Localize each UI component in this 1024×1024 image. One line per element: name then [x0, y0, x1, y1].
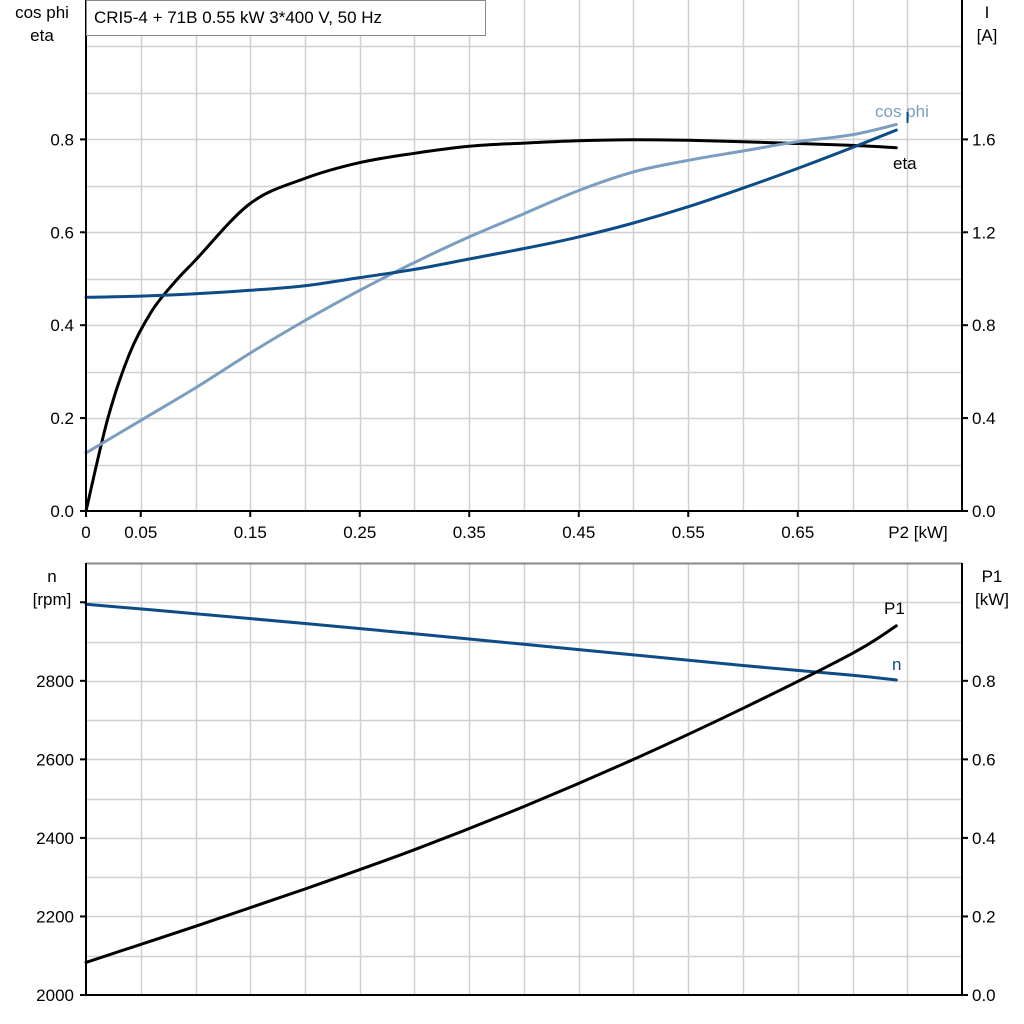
eta-curve-label: eta [893, 154, 917, 173]
right-y-tick-label: 0.4 [972, 409, 996, 428]
right-y-tick-label: 0.8 [972, 316, 996, 335]
bottom-left-axis-label-2: [rpm] [33, 590, 72, 609]
bottom-right-axis-label-1: P1 [982, 567, 1003, 586]
x-tick-label: 0.25 [343, 523, 376, 542]
x-tick-label: 0.15 [234, 523, 267, 542]
bottom-chart-grid [86, 563, 962, 995]
p1-curve-label: P1 [884, 599, 905, 618]
chart-title: CRI5-4 + 71B 0.55 kW 3*400 V, 50 Hz [94, 8, 382, 27]
left-y-tick-label: 0.6 [50, 223, 74, 242]
cos-phi-curve [84, 123, 898, 455]
top-right-axis-label-2: [A] [977, 26, 998, 45]
title-box [86, 0, 486, 36]
current-curve [84, 128, 898, 299]
x-tick-label: 0 [81, 523, 90, 542]
bottom-left-axis-label-1: n [47, 567, 56, 586]
n-curve-label: n [892, 655, 901, 674]
left-y-tick-label: 2600 [36, 750, 74, 769]
left-y-tick-label: 0.0 [50, 502, 74, 521]
right-y-tick-label: 0.4 [972, 829, 996, 848]
right-y-tick-label: 1.2 [972, 223, 996, 242]
right-y-tick-label: 0.0 [972, 502, 996, 521]
right-y-tick-label: 0.2 [972, 907, 996, 926]
eta-curve [84, 138, 898, 513]
bottom-right-axis-label-2: [kW] [975, 590, 1009, 609]
x-tick-label: 0.55 [672, 523, 705, 542]
right-y-tick-label: 0.6 [972, 750, 996, 769]
x-axis-label: P2 [kW] [888, 523, 948, 542]
right-y-tick-label: 1.6 [972, 130, 996, 149]
x-tick-label: 0.45 [562, 523, 595, 542]
left-y-tick-label: 0.8 [50, 130, 74, 149]
top-chart-grid [86, 0, 962, 511]
x-tick-label: 0.05 [124, 523, 157, 542]
axes [80, 0, 968, 996]
top-left-axis-label-2: eta [30, 26, 54, 45]
left-y-tick-label: 0.2 [50, 409, 74, 428]
left-y-tick-label: 0.4 [50, 316, 74, 335]
x-tick-label: 0.35 [453, 523, 486, 542]
x-tick-label: 0.65 [781, 523, 814, 542]
left-y-tick-label: 2000 [36, 986, 74, 1005]
top-left-axis-label-1: cos phi [15, 3, 69, 22]
left-y-tick-label: 2800 [36, 672, 74, 691]
p1-curve [84, 624, 898, 964]
left-y-tick-label: 2400 [36, 829, 74, 848]
left-y-tick-label: 2200 [36, 907, 74, 926]
right-y-tick-label: 0.8 [972, 672, 996, 691]
curves [84, 123, 898, 964]
right-y-tick-label: 0.0 [972, 986, 996, 1005]
top-right-axis-label-1: I [985, 3, 990, 22]
cos-phi-curve-label: cos phi [875, 102, 929, 121]
n-curve [84, 602, 898, 682]
tick-labels: 0.0 0.2 0.4 0.6 0.8 0.0 0.4 0.8 1.2 1.6 0 0.05 0.15 0… [36, 130, 995, 1005]
